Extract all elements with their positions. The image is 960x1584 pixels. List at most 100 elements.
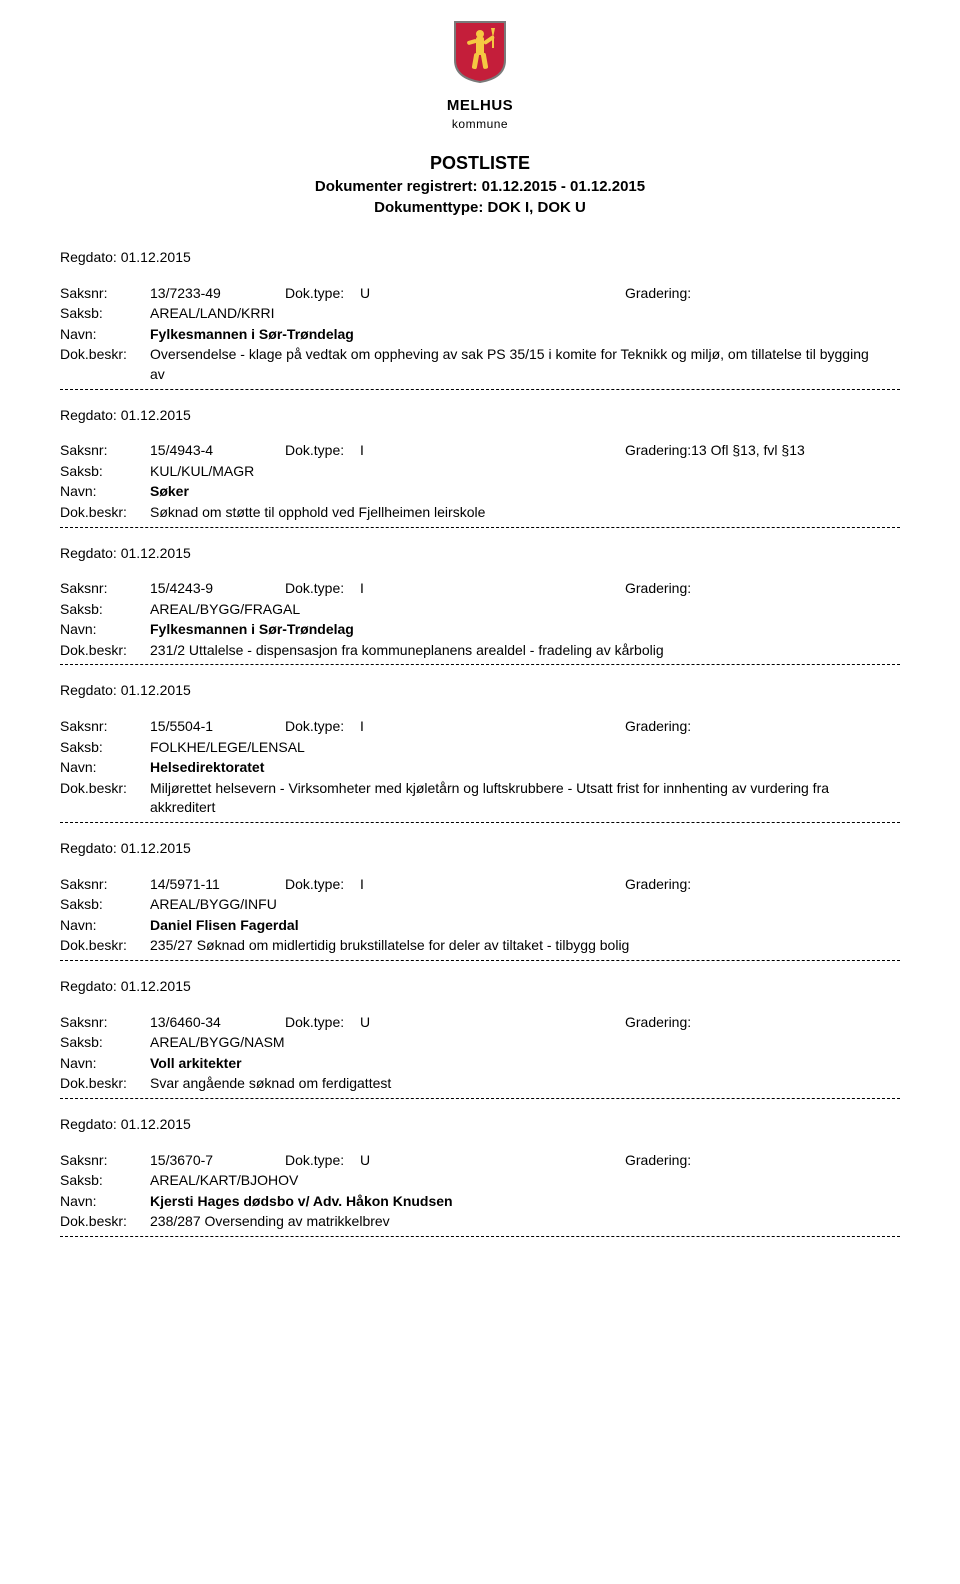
doktype-label: Dok.type:	[285, 579, 360, 599]
saksb-label: Saksb:	[60, 1171, 150, 1191]
regdato-row: Regdato: 01.12.2015	[60, 839, 900, 859]
entry-divider	[60, 1236, 900, 1237]
saksb-value: AREAL/BYGG/FRAGAL	[150, 600, 900, 620]
document-entry: Regdato: 01.12.2015 Saksnr: 13/6460-34 D…	[60, 977, 900, 1099]
navn-row: Navn: Daniel Flisen Fagerdal	[60, 916, 900, 936]
saksb-label: Saksb:	[60, 600, 150, 620]
saksnr-label: Saksnr:	[60, 579, 150, 599]
entry-divider	[60, 960, 900, 961]
document-entry: Regdato: 01.12.2015 Saksnr: 15/4243-9 Do…	[60, 544, 900, 666]
dokbeskr-label: Dok.beskr:	[60, 345, 150, 384]
regdato-label: Regdato:	[60, 249, 117, 265]
regdato-label: Regdato:	[60, 1116, 117, 1132]
doktype-label: Dok.type:	[285, 717, 360, 737]
saksb-value: AREAL/BYGG/NASM	[150, 1033, 900, 1053]
document-header: MELHUS kommune POSTLISTE Dokumenter regi…	[60, 20, 900, 218]
saksnr-label: Saksnr:	[60, 717, 150, 737]
saksnr-value: 15/4243-9	[150, 579, 285, 599]
navn-label: Navn:	[60, 916, 150, 936]
saksnr-value: 15/3670-7	[150, 1151, 285, 1171]
saksb-row: Saksb: AREAL/BYGG/INFU	[60, 895, 900, 915]
saksnr-value: 13/6460-34	[150, 1013, 285, 1033]
navn-value: Helsedirektoratet	[150, 758, 900, 778]
subtitle-doctype: Dokumenttype: DOK I, DOK U	[60, 197, 900, 218]
dokbeskr-row: Dok.beskr: Svar angående søknad om ferdi…	[60, 1074, 900, 1094]
saksb-row: Saksb: AREAL/KART/BJOHOV	[60, 1171, 900, 1191]
regdato-label: Regdato:	[60, 545, 117, 561]
navn-row: Navn: Søker	[60, 482, 900, 502]
doktype-label: Dok.type:	[285, 875, 360, 895]
dokbeskr-label: Dok.beskr:	[60, 503, 150, 523]
dokbeskr-value: Oversendelse - klage på vedtak om opphev…	[150, 345, 900, 384]
gradering-label: Gradering:	[625, 579, 691, 599]
gradering-label: Gradering:	[625, 1013, 691, 1033]
document-entry: Regdato: 01.12.2015 Saksnr: 15/4943-4 Do…	[60, 406, 900, 528]
saksb-value: AREAL/LAND/KRRI	[150, 304, 900, 324]
saksnr-row: Saksnr: 13/7233-49 Dok.type: U Gradering…	[60, 284, 900, 304]
dokbeskr-label: Dok.beskr:	[60, 1212, 150, 1232]
document-entry: Regdato: 01.12.2015 Saksnr: 14/5971-11 D…	[60, 839, 900, 961]
dokbeskr-value: 235/27 Søknad om midlertidig brukstillat…	[150, 936, 900, 956]
saksnr-row: Saksnr: 13/6460-34 Dok.type: U Gradering…	[60, 1013, 900, 1033]
document-entry: Regdato: 01.12.2015 Saksnr: 13/7233-49 D…	[60, 248, 900, 390]
gradering-label: Gradering:	[625, 284, 691, 304]
dokbeskr-value: Svar angående søknad om ferdigattest	[150, 1074, 900, 1094]
navn-label: Navn:	[60, 620, 150, 640]
regdato-value: 01.12.2015	[121, 407, 191, 423]
gradering-label: Gradering:	[625, 717, 691, 737]
saksb-label: Saksb:	[60, 1033, 150, 1053]
saksb-label: Saksb:	[60, 462, 150, 482]
doktype-label: Dok.type:	[285, 441, 360, 461]
doktype-value: U	[360, 284, 625, 304]
logo-name: MELHUS	[60, 95, 900, 116]
shield-icon	[453, 20, 507, 84]
regdato-label: Regdato:	[60, 682, 117, 698]
dokbeskr-row: Dok.beskr: 231/2 Uttalelse - dispensasjo…	[60, 641, 900, 661]
regdato-row: Regdato: 01.12.2015	[60, 1115, 900, 1135]
navn-label: Navn:	[60, 482, 150, 502]
saksnr-row: Saksnr: 15/3670-7 Dok.type: U Gradering:	[60, 1151, 900, 1171]
saksnr-value: 13/7233-49	[150, 284, 285, 304]
saksb-row: Saksb: KUL/KUL/MAGR	[60, 462, 900, 482]
saksnr-row: Saksnr: 15/5504-1 Dok.type: I Gradering:	[60, 717, 900, 737]
page-title: POSTLISTE	[60, 151, 900, 176]
entry-divider	[60, 1098, 900, 1099]
saksb-label: Saksb:	[60, 895, 150, 915]
saksnr-label: Saksnr:	[60, 284, 150, 304]
navn-value: Daniel Flisen Fagerdal	[150, 916, 900, 936]
dokbeskr-value: 238/287 Oversending av matrikkelbrev	[150, 1212, 900, 1232]
gradering-label: Gradering:	[625, 875, 691, 895]
entry-divider	[60, 664, 900, 665]
dokbeskr-value: Miljørettet helsevern - Virksomheter med…	[150, 779, 900, 818]
navn-label: Navn:	[60, 325, 150, 345]
regdato-row: Regdato: 01.12.2015	[60, 544, 900, 564]
entry-divider	[60, 527, 900, 528]
navn-row: Navn: Kjersti Hages dødsbo v/ Adv. Håkon…	[60, 1192, 900, 1212]
regdato-value: 01.12.2015	[121, 249, 191, 265]
saksb-value: FOLKHE/LEGE/LENSAL	[150, 738, 900, 758]
dokbeskr-value: Søknad om støtte til opphold ved Fjellhe…	[150, 503, 900, 523]
dokbeskr-label: Dok.beskr:	[60, 1074, 150, 1094]
gradering-label: Gradering:	[625, 1151, 691, 1171]
regdato-value: 01.12.2015	[121, 840, 191, 856]
dokbeskr-row: Dok.beskr: 238/287 Oversending av matrik…	[60, 1212, 900, 1232]
saksb-label: Saksb:	[60, 738, 150, 758]
saksnr-value: 15/4943-4	[150, 441, 285, 461]
dokbeskr-row: Dok.beskr: 235/27 Søknad om midlertidig …	[60, 936, 900, 956]
saksnr-row: Saksnr: 15/4943-4 Dok.type: I Gradering:…	[60, 441, 900, 461]
doktype-label: Dok.type:	[285, 1151, 360, 1171]
saksb-row: Saksb: AREAL/BYGG/NASM	[60, 1033, 900, 1053]
dokbeskr-label: Dok.beskr:	[60, 641, 150, 661]
regdato-value: 01.12.2015	[121, 978, 191, 994]
regdato-label: Regdato:	[60, 840, 117, 856]
saksnr-label: Saksnr:	[60, 441, 150, 461]
gradering-label: Gradering:13 Ofl §13, fvl §13	[625, 441, 805, 461]
doktype-value: I	[360, 875, 625, 895]
saksnr-value: 15/5504-1	[150, 717, 285, 737]
saksb-value: AREAL/BYGG/INFU	[150, 895, 900, 915]
navn-label: Navn:	[60, 758, 150, 778]
navn-label: Navn:	[60, 1192, 150, 1212]
saksb-value: KUL/KUL/MAGR	[150, 462, 900, 482]
saksnr-label: Saksnr:	[60, 1013, 150, 1033]
navn-value: Søker	[150, 482, 900, 502]
